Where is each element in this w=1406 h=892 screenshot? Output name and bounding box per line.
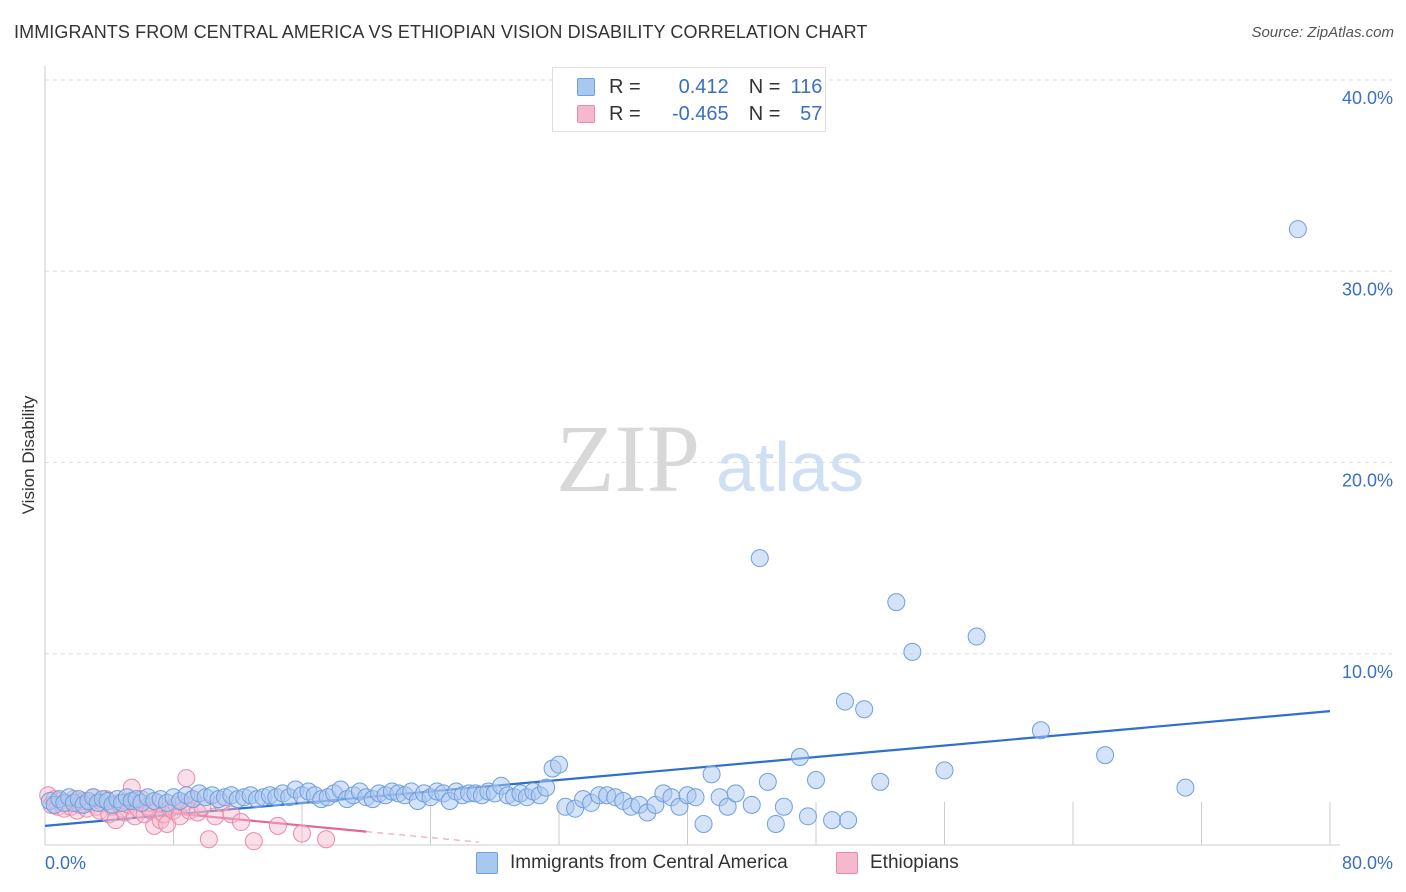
central-america-point [750,549,769,568]
tick-labels: 10.0% 20.0% 30.0% 40.0% 0.0% 80.0% [45,88,1393,873]
ethiopians-point [231,813,250,832]
legend-row-central-america: R = 0.412 N = 116 [577,75,822,99]
y-tick-label: 10.0% [1342,662,1393,682]
x-tick-label: 0.0% [45,853,86,873]
central-america-point [935,761,954,780]
central-america-point [1096,746,1115,765]
central-america-point [686,788,705,807]
central-america-point [798,807,817,826]
bottom-legend-label: Ethiopians [870,852,959,873]
central-america-point [702,765,721,784]
bottom-legend-central-america: Immigrants from Central America [476,852,788,874]
legend-r-label: R = [609,102,641,125]
central-america-point [758,772,777,791]
central-america-point [807,770,825,789]
legend-n-value: 116 [790,75,823,98]
central-america-point [1031,721,1050,740]
central-america-point [823,811,842,830]
central-america-point [1288,220,1307,239]
legend-n-value: 57 [800,102,823,125]
y-axis-label: Vision Disability [19,395,38,514]
legend-n-label: N = [748,102,781,125]
legend-r-value: -0.465 [671,102,729,125]
central-america-point [903,642,922,661]
chart-title: IMMIGRANTS FROM CENTRAL AMERICA VS ETHIO… [14,22,868,42]
bottom-legend-ethiopians: Ethiopians [836,852,959,874]
central-america-point [718,797,737,816]
ethiopians-point [317,830,336,849]
central-america-point [1176,778,1195,797]
correlation-legend: R = 0.412 N = 116 R = -0.465 N = 57 [552,67,826,132]
pink-swatch [577,105,595,123]
bottom-legend-label: Immigrants from Central America [510,852,788,873]
central-america-point [694,814,713,833]
blue-swatch [476,852,498,874]
central-america-point [726,784,745,803]
y-tick-label: 30.0% [1342,279,1393,299]
central-america-point [967,627,986,646]
central-america-point [790,748,809,767]
pink-swatch [836,852,858,874]
watermark-zip: ZIP [556,405,700,512]
central-america-point [537,778,556,797]
central-america-point [855,700,874,719]
y-tick-label: 20.0% [1342,471,1393,491]
x-tick-label: 80.0% [1342,853,1393,873]
legend-n-label: N = [748,75,781,98]
ethiopians-point [268,816,287,835]
ethiopians-point [244,832,263,851]
legend-r-label: R = [609,75,641,98]
central-america-point [774,797,793,816]
ethiopians-point [293,824,311,843]
central-america-point [887,593,906,612]
grid-lines [45,79,1392,655]
central-america-point [550,755,568,774]
central-america-point [835,692,854,711]
source-label: Source: ZipAtlas.com [1251,24,1394,41]
ethiopians-point [199,830,218,849]
legend-r-value: 0.412 [678,75,729,98]
ethiopians-point [222,805,241,824]
central-america-point [742,795,761,814]
central-america-point [766,814,785,833]
legend-row-ethiopians: R = -0.465 N = 57 [577,102,822,126]
central-america-point [871,772,890,791]
series-central-america [40,220,1307,833]
watermark-atlas: atlas [716,428,864,506]
ethiopians-point [177,769,196,788]
blue-swatch [577,78,595,96]
y-tick-label: 40.0% [1342,88,1393,108]
ethiopians-trend-extension [366,831,479,843]
central-america-point [839,811,858,830]
